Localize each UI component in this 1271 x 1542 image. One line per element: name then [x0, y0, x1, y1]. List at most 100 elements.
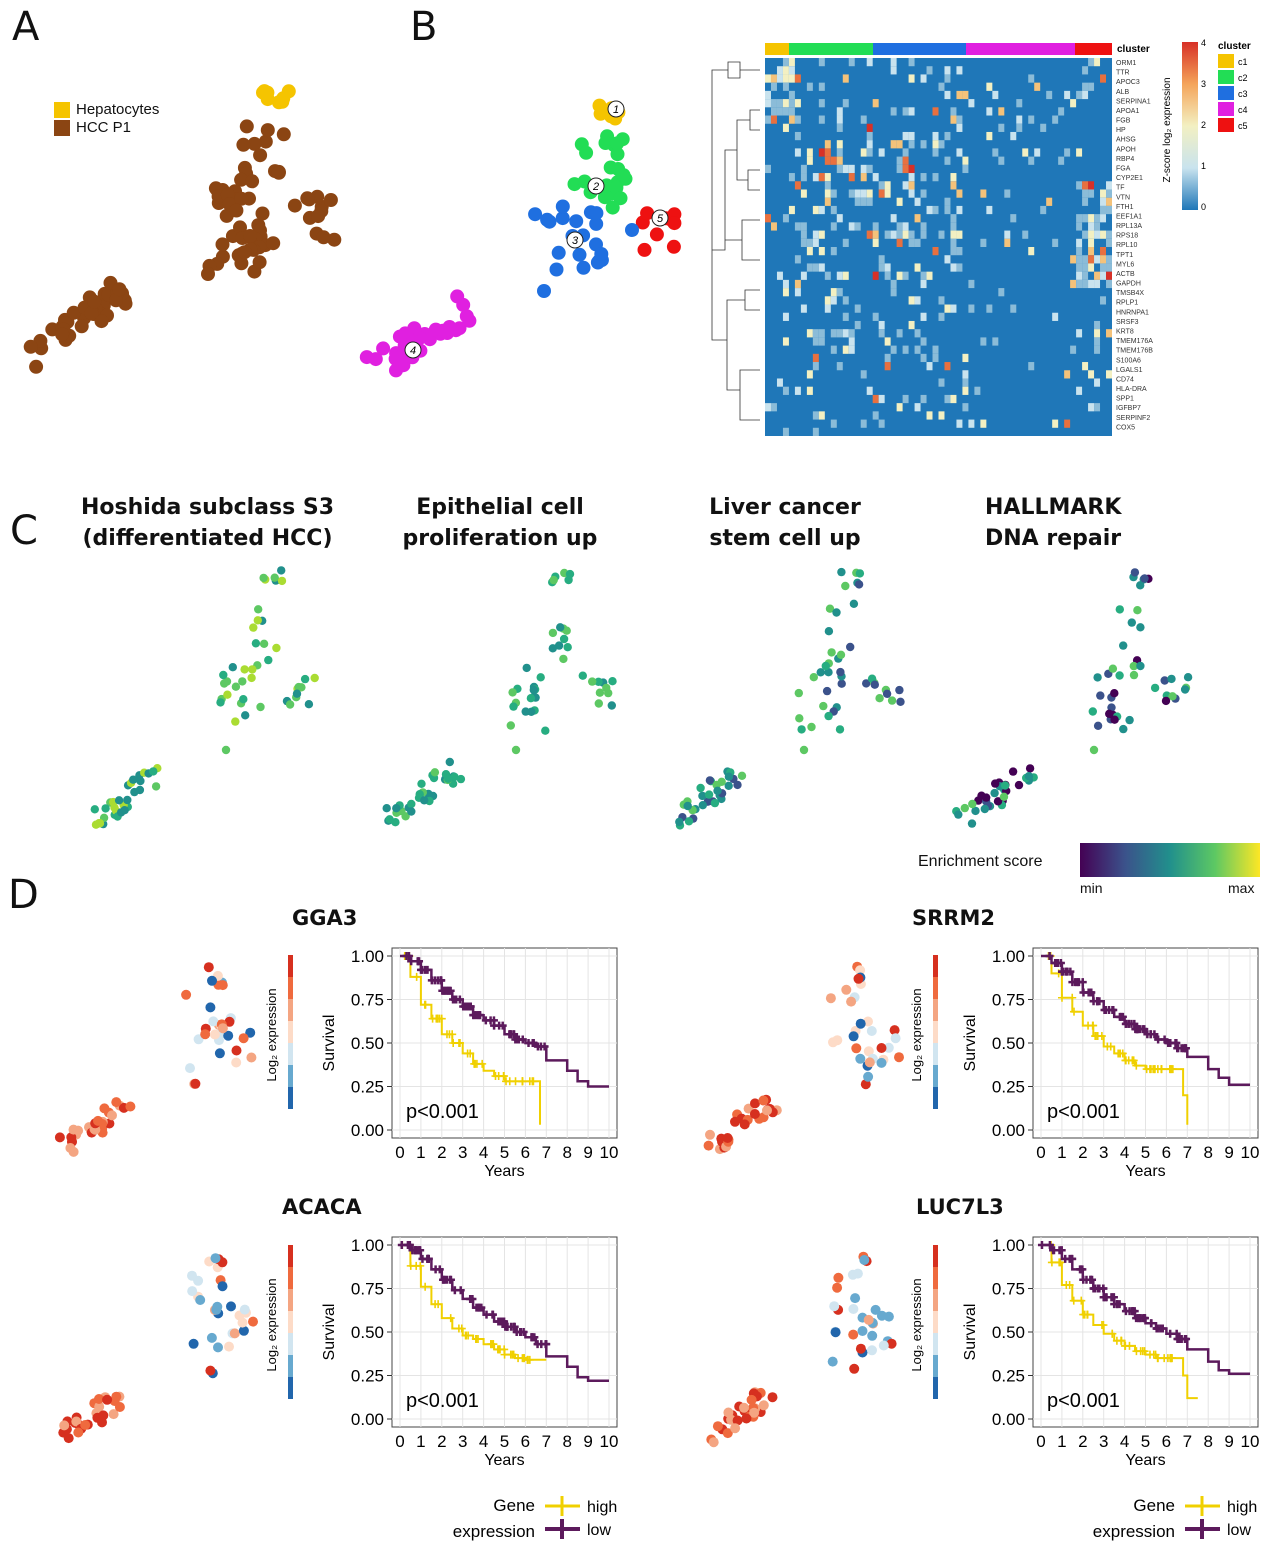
cell-point-hcc: [233, 220, 247, 235]
enrichment-cell-point: [223, 690, 232, 699]
expression-colorbar-label: Log₂ expression: [264, 988, 279, 1081]
heatmap-cell: [824, 156, 831, 165]
y-tick-label: 1.00: [992, 947, 1025, 966]
expression-cell-point: [185, 1063, 195, 1074]
enrichment-cell-point: [220, 679, 229, 688]
cluster-cell-point: [572, 247, 587, 262]
expression-cell-point: [890, 1033, 901, 1044]
heatmap-cell: [896, 238, 903, 247]
cluster-number-badge: [566, 231, 584, 249]
x-tick-label: 3: [1099, 1432, 1108, 1451]
expression-cell-point: [248, 1316, 258, 1327]
legend-label-hcc-p1: HCC P1: [76, 119, 132, 136]
heatmap-cell: [800, 189, 807, 198]
heatmap-cell: [1094, 271, 1101, 280]
expression-cell-point: [855, 1053, 866, 1064]
cluster-cell-point: [613, 191, 628, 206]
heatmap-cell: [908, 296, 915, 305]
expression-cell-point: [195, 1295, 206, 1305]
enrichment-cell-point: [887, 696, 897, 705]
x-tick-label: 7: [1183, 1143, 1192, 1162]
heatmap-gene-label: ORM1: [1116, 60, 1136, 67]
cell-point-hcc: [29, 359, 44, 374]
heatmap-cell: [956, 189, 963, 198]
x-tick-label: 7: [1183, 1432, 1192, 1451]
expression-cell-point: [846, 996, 857, 1007]
heatmap-cell: [920, 279, 927, 289]
panel-c-title-1-line2: (differentiated HCC): [82, 526, 333, 551]
x-tick-label: 10: [600, 1143, 619, 1162]
heatmap-cell: [962, 403, 969, 412]
expression-colorbar-segment: [933, 999, 938, 1021]
cluster-legend-swatch: [1218, 102, 1234, 116]
expression-cell-point: [107, 1110, 117, 1121]
heatmap-cell: [1088, 82, 1095, 91]
expression-cell-point: [93, 1115, 103, 1126]
heatmap-cell: [920, 312, 927, 321]
censor-mark-high: [432, 1014, 441, 1023]
heatmap-cell: [1064, 419, 1071, 428]
heatmap-cell: [1088, 58, 1095, 67]
heatmap-cell: [1076, 90, 1083, 100]
enrichment-cell-point: [1115, 605, 1125, 614]
cluster-cell-point: [537, 284, 551, 298]
heatmap-cell: [824, 148, 831, 157]
censor-mark-low: [1077, 1265, 1086, 1274]
panel-c-title-2-line2: proliferation up: [402, 526, 598, 551]
cluster-cell-point: [637, 242, 652, 257]
enrichment-cell-point: [521, 707, 530, 716]
enrichment-cell-point: [1105, 709, 1114, 718]
y-tick-label: 1.00: [351, 947, 384, 966]
heatmap-cell: [836, 123, 843, 132]
heatmap-cell: [842, 312, 849, 321]
heatmap-cell: [1088, 214, 1095, 223]
heatmap-cell: [902, 345, 909, 354]
heatmap-gene-label: SPP1: [1116, 396, 1134, 403]
censor-mark-high: [519, 1354, 528, 1363]
heatmap-cell: [1052, 238, 1059, 247]
heatmap-cell: [1106, 271, 1112, 280]
cluster-annotation-bar: [789, 43, 873, 55]
enrichment-cell-point: [549, 575, 558, 585]
heatmap-cell: [1082, 271, 1089, 280]
censor-mark-high: [449, 1039, 458, 1047]
heatmap-cell: [980, 189, 987, 198]
heatmap-gene-label: SRSF3: [1116, 319, 1139, 326]
cluster-cell-point: [462, 313, 477, 328]
x-tick-label: 10: [600, 1432, 619, 1451]
censor-mark-low: [405, 1241, 414, 1249]
heatmap-cell: [1100, 230, 1107, 239]
expression-cell-point: [722, 1428, 733, 1439]
heatmap-cell: [1100, 205, 1107, 215]
heatmap-cell: [818, 82, 825, 91]
x-tick-label: 6: [1162, 1432, 1171, 1451]
heatmap-cell: [860, 148, 867, 157]
enrichment-cell-point: [231, 717, 240, 726]
censor-mark-low: [1107, 1293, 1116, 1302]
expression-cell-point: [832, 1282, 843, 1293]
y-tick-label: 0.75: [992, 991, 1025, 1010]
enrichment-cell-point: [836, 650, 846, 659]
heatmap-cell: [788, 99, 795, 108]
heatmap-gene-label: RPLP1: [1116, 300, 1138, 307]
heatmap-cell: [1070, 255, 1077, 264]
heatmap-cell: [902, 131, 909, 141]
expression-colorbar-segment: [288, 999, 293, 1021]
heatmap-cell: [1034, 148, 1041, 157]
cluster-legend-label: c1: [1238, 57, 1248, 67]
enrichment-cell-point: [130, 787, 139, 797]
heatmap-cell: [944, 197, 951, 206]
expression-colorbar-segment: [288, 1043, 293, 1065]
heatmap-cell: [1088, 255, 1095, 264]
heatmap-cell: [1088, 222, 1095, 231]
panel-label-d: D: [8, 872, 39, 918]
x-tick-label: 1: [1057, 1143, 1066, 1162]
heatmap-cell: [920, 140, 927, 149]
heatmap-cell: [914, 214, 921, 223]
heatmap-cell: [962, 386, 969, 395]
x-tick-label: 2: [437, 1143, 446, 1162]
heatmap-cell: [1100, 214, 1107, 223]
x-tick-label: 4: [1120, 1143, 1129, 1162]
heatmap-gene-label: APOC3: [1116, 79, 1140, 86]
heatmap-cell: [1082, 82, 1089, 91]
